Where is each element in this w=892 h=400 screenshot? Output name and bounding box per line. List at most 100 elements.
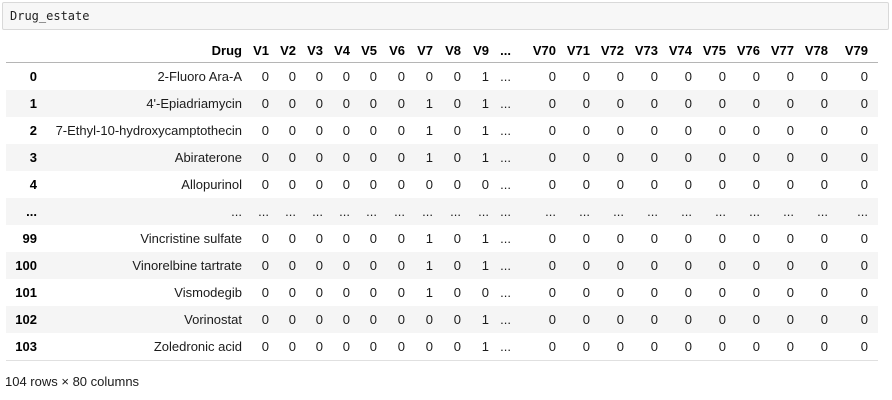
value-cell: 0 — [261, 339, 269, 354]
value-cell: 0 — [453, 231, 461, 246]
value-cell: ... — [500, 231, 511, 246]
value-cell: 0 — [820, 177, 828, 192]
value-cell: 0 — [718, 69, 726, 84]
value-cell: 0 — [860, 312, 868, 327]
column-header: V70 — [518, 39, 563, 63]
value-cell: 0 — [261, 96, 269, 111]
code-text: Drug_estate — [10, 9, 90, 23]
value-cell: 0 — [397, 285, 405, 300]
value-cell: 0 — [786, 312, 794, 327]
value-cell: 0 — [397, 258, 405, 273]
value-cell: 0 — [684, 285, 692, 300]
value-cell: 0 — [650, 96, 658, 111]
value-cell: ... — [312, 204, 323, 219]
value-cell: 0 — [786, 69, 794, 84]
table-row: 4 Allopurinol 0 0 0 0 0 0 0 0 0... 0 0 0 0 0 0 0 0 0 0 — [6, 171, 878, 198]
value-cell: ... — [285, 204, 296, 219]
value-cell: ... — [500, 150, 511, 165]
value-cell: 0 — [369, 339, 377, 354]
value-cell: 0 — [261, 285, 269, 300]
value-cell: 0 — [342, 258, 350, 273]
value-cell: 0 — [342, 96, 350, 111]
value-cell: 0 — [315, 339, 323, 354]
value-cell: 0 — [288, 96, 296, 111]
dataframe-body: 0 2-Fluoro Ara-A 0 0 0 0 0 0 0 0 1... 0 0 0 0 0 0 0 0 0 0 1 4'… — [6, 63, 878, 361]
value-cell: 0 — [342, 339, 350, 354]
column-header: V7 — [412, 39, 440, 63]
value-cell: 0 — [582, 339, 590, 354]
table-row: 101 Vismodegib 0 0 0 0 0 0 1 0 0... 0 0 0 0 0 0 0 0 0 0 — [6, 279, 878, 306]
value-cell: 0 — [342, 285, 350, 300]
value-cell: 0 — [315, 177, 323, 192]
value-cell: ... — [500, 123, 511, 138]
value-cell: 0 — [582, 258, 590, 273]
column-header: V2 — [276, 39, 303, 63]
dataframe: Drug V1 V2 V3 V4 V5 V6 V7 V8 V9... V70 V71 V72 V73 V74… — [6, 39, 878, 361]
value-cell: 0 — [425, 177, 433, 192]
value-cell: 0 — [548, 177, 556, 192]
value-cell: 0 — [786, 339, 794, 354]
value-cell: 1 — [425, 123, 433, 138]
column-header: V4 — [330, 39, 357, 63]
value-cell: 0 — [650, 231, 658, 246]
value-cell: 0 — [369, 258, 377, 273]
value-cell: 0 — [650, 69, 658, 84]
value-cell: 0 — [820, 258, 828, 273]
column-header: V3 — [303, 39, 330, 63]
value-cell: ... — [681, 204, 692, 219]
value-cell: 0 — [288, 258, 296, 273]
value-cell: 0 — [315, 150, 323, 165]
value-cell: 0 — [582, 69, 590, 84]
value-cell: 0 — [261, 69, 269, 84]
value-cell: 1 — [425, 231, 433, 246]
value-cell: 0 — [820, 150, 828, 165]
value-cell: 0 — [315, 231, 323, 246]
value-cell: 0 — [342, 177, 350, 192]
value-cell: 0 — [369, 312, 377, 327]
value-cell: 0 — [616, 150, 624, 165]
value-cell: 0 — [820, 96, 828, 111]
value-cell: 0 — [820, 231, 828, 246]
value-cell: 0 — [453, 258, 461, 273]
value-cell: 1 — [481, 123, 489, 138]
value-cell: 1 — [481, 312, 489, 327]
column-header: V71 — [563, 39, 597, 63]
column-header: V74 — [665, 39, 699, 63]
value-cell: 0 — [650, 312, 658, 327]
value-cell: 0 — [288, 312, 296, 327]
table-row: 1 4'-Epiadriamycin 0 0 0 0 0 0 1 0 1... 0 0 0 0 0 0 0 0 0 0 — [6, 90, 878, 117]
value-cell: 0 — [369, 123, 377, 138]
column-header: V72 — [597, 39, 631, 63]
value-cell: 0 — [453, 96, 461, 111]
value-cell: 0 — [786, 285, 794, 300]
table-row: ........................................… — [6, 198, 878, 225]
value-cell: 0 — [684, 96, 692, 111]
value-cell: 0 — [288, 123, 296, 138]
value-cell: 0 — [288, 177, 296, 192]
row-index: 2 — [29, 123, 37, 138]
value-cell: ... — [647, 204, 658, 219]
value-cell: ... — [857, 204, 868, 219]
value-cell: 0 — [718, 123, 726, 138]
drug-cell: Allopurinol — [181, 177, 242, 192]
table-row: 100 Vinorelbine tartrate 0 0 0 0 0 0 1 0 1... 0 0 0 0 0… — [6, 252, 878, 279]
value-cell: 0 — [718, 312, 726, 327]
value-cell: ... — [545, 204, 556, 219]
value-cell: 0 — [397, 339, 405, 354]
dataframe-shape: 104 rows × 80 columns — [5, 374, 140, 389]
column-header: V77 — [767, 39, 801, 63]
column-header: V5 — [357, 39, 384, 63]
value-cell: 0 — [548, 231, 556, 246]
code-cell-input[interactable]: Drug_estate — [2, 2, 889, 30]
value-cell: ... — [422, 204, 433, 219]
value-cell: ... — [478, 204, 489, 219]
value-cell: 0 — [315, 258, 323, 273]
value-cell: ... — [500, 204, 511, 219]
value-cell: 1 — [481, 69, 489, 84]
value-cell: 0 — [369, 231, 377, 246]
drug-cell: Zoledronic acid — [153, 339, 242, 354]
value-cell: 0 — [752, 285, 760, 300]
value-cell: 0 — [582, 285, 590, 300]
drug-cell: 4'-Epiadriamycin — [146, 96, 242, 111]
header-row: Drug V1 V2 V3 V4 V5 V6 V7 V8 V9... V70 V71 V72 V73 V74… — [6, 39, 878, 63]
